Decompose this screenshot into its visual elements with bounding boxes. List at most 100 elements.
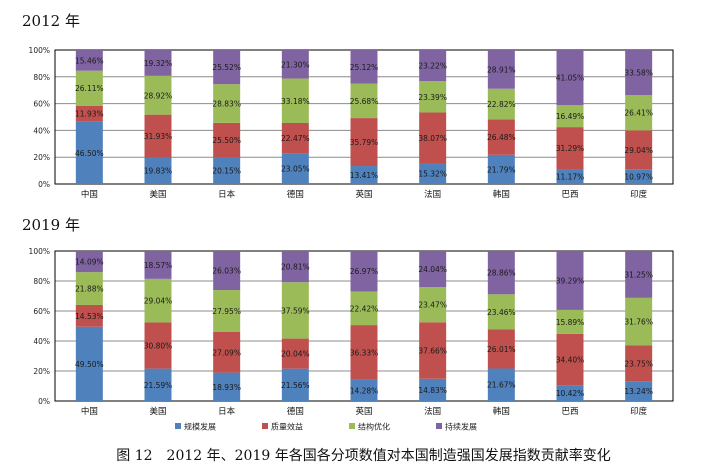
data-label: 33.58% <box>624 68 653 77</box>
bar-segment <box>281 153 309 184</box>
x-tick-label: 法国 <box>424 189 441 200</box>
x-tick-label: 日本 <box>218 189 236 200</box>
data-label: 49.50% <box>75 360 104 369</box>
bar-segment <box>144 157 172 184</box>
data-label: 20.04% <box>281 350 310 359</box>
bar-segment <box>487 329 515 369</box>
bar-segment <box>75 105 103 122</box>
bar-segment <box>625 345 653 382</box>
bar-segment <box>144 50 172 76</box>
data-label: 35.79% <box>350 138 379 147</box>
data-label: 39.29% <box>556 276 585 285</box>
bar-segment <box>556 50 584 106</box>
bar-segment <box>350 379 378 401</box>
data-label: 20.81% <box>281 263 310 272</box>
x-tick-label: 韩国 <box>493 189 510 200</box>
bar-segment <box>556 309 584 334</box>
data-label: 11.93% <box>75 110 104 119</box>
legend-label: 规模发展 <box>184 422 216 432</box>
chart-title-2012: 2012 年 <box>22 12 80 30</box>
bar-segment <box>144 251 172 279</box>
x-tick-label: 巴西 <box>561 407 578 417</box>
data-label: 29.04% <box>144 297 173 306</box>
y-tick-label: 0% <box>38 180 50 189</box>
bar-segment <box>281 50 309 79</box>
data-label: 31.29% <box>556 144 585 153</box>
bar-segment <box>556 333 584 386</box>
data-label: 14.83% <box>418 386 447 395</box>
data-label: 20.15% <box>212 166 241 175</box>
data-label: 34.40% <box>556 356 585 365</box>
data-label: 23.22% <box>418 62 447 71</box>
data-label: 27.95% <box>212 307 241 316</box>
data-label: 46.50% <box>75 149 104 158</box>
data-label: 25.52% <box>212 63 241 72</box>
bar-segment <box>419 50 447 82</box>
bar-segment <box>144 368 172 401</box>
bar-segment <box>213 156 241 184</box>
bar-segment <box>350 118 378 167</box>
bar-segment <box>281 251 309 283</box>
x-tick-label: 中国 <box>81 406 98 417</box>
data-label: 14.53% <box>75 312 104 321</box>
y-tick-label: 100% <box>29 46 50 55</box>
bar-segment <box>556 385 584 401</box>
data-label: 11.17% <box>556 173 585 182</box>
x-tick-label: 巴西 <box>561 190 578 200</box>
x-tick-label: 中国 <box>81 189 98 200</box>
bar-segment <box>213 251 241 291</box>
bar-segment <box>350 166 378 184</box>
data-label: 26.41% <box>624 109 653 118</box>
data-label: 26.48% <box>487 133 516 142</box>
data-label: 13.24% <box>624 387 653 396</box>
x-tick-label: 法国 <box>424 406 441 417</box>
data-label: 29.04% <box>624 146 653 155</box>
x-tick-label: 印度 <box>630 406 648 417</box>
data-label: 24.04% <box>418 265 447 274</box>
bar-segment <box>556 169 584 184</box>
data-label: 38.07% <box>418 134 447 143</box>
bar-segment <box>281 368 309 401</box>
data-label: 14.28% <box>350 386 379 395</box>
bar-segment <box>350 325 378 380</box>
bar-segment <box>419 251 447 288</box>
bar-segment <box>213 84 241 123</box>
data-label: 15.46% <box>75 56 104 65</box>
bar-segment <box>625 251 653 298</box>
bar-segment <box>75 304 103 327</box>
bar-segment <box>487 119 515 155</box>
bar-segment <box>75 50 103 71</box>
legend-label: 结构优化 <box>358 422 390 432</box>
data-label: 28.91% <box>487 65 516 74</box>
data-label: 13.41% <box>350 171 379 180</box>
bar-segment <box>75 326 103 401</box>
bar-segment <box>144 322 172 369</box>
bar-segment <box>75 121 103 184</box>
data-label: 37.66% <box>418 347 447 356</box>
bar-segment <box>213 290 241 332</box>
data-label: 10.42% <box>556 389 585 398</box>
bar-segment <box>213 372 241 401</box>
bar-segment <box>419 81 447 113</box>
bar-segment <box>213 50 241 85</box>
bar-segment <box>419 163 447 184</box>
bar-segment <box>144 278 172 323</box>
y-tick-label: 0% <box>38 397 50 406</box>
legend-label: 持续发展 <box>445 422 477 432</box>
legend-marker <box>436 423 442 429</box>
data-label: 27.09% <box>212 348 241 357</box>
bar-segment <box>213 331 241 373</box>
data-label: 37.59% <box>281 306 310 315</box>
bar-segment <box>419 112 447 164</box>
data-label: 14.09% <box>75 258 104 267</box>
bar-segment <box>625 94 653 131</box>
bar-segment <box>556 105 584 128</box>
data-label: 31.93% <box>144 132 173 141</box>
data-label: 23.46% <box>487 308 516 317</box>
x-tick-label: 英国 <box>355 189 372 200</box>
bar-segment <box>281 123 309 154</box>
bar-segment <box>350 83 378 119</box>
bar-segment <box>556 127 584 170</box>
data-label: 21.88% <box>75 285 104 294</box>
bar-segment <box>419 322 447 379</box>
